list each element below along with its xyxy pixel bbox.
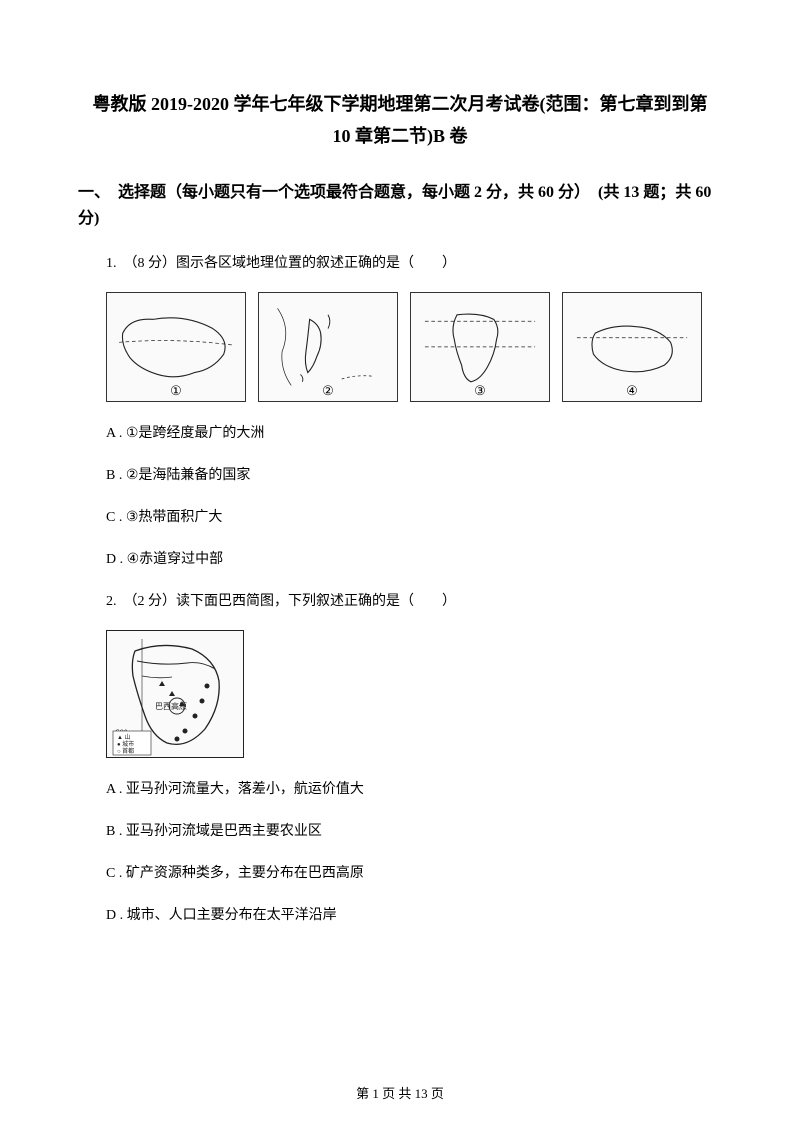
svg-text:巴西高原: 巴西高原 [155,701,187,711]
exam-title: 粤教版 2019-2020 学年七年级下学期地理第二次月考试卷(范围：第七章到到… [78,88,722,152]
svg-text:○ 首都: ○ 首都 [117,747,134,755]
q1-option-b: B . ②是海陆兼备的国家 [106,464,722,488]
map-australia: ④ [562,292,702,402]
q2-stem: 2. （2 分）读下面巴西简图，下列叙述正确的是（ ） [106,590,722,614]
map-asia: ① [106,292,246,402]
map-label-4: ④ [626,383,638,399]
q2-option-b: B . 亚马孙河流域是巴西主要农业区 [106,820,722,844]
page-footer: 第 1 页 共 13 页 [0,1083,800,1102]
section-header: 一、 选择题（每小题只有一个选项最符合题意，每小题 2 分，共 60 分） (共… [78,180,722,232]
q2-option-a: A . 亚马孙河流量大，落差小，航运价值大 [106,778,722,802]
q1-option-d: D . ④赤道穿过中部 [106,548,722,572]
brazil-map: 巴西高原 60° ▲ 山 ● 城市 ○ 首都 [106,630,244,758]
map-label-1: ① [170,383,182,399]
map-label-3: ③ [474,383,486,399]
svg-text:● 城市: ● 城市 [117,740,134,748]
title-line-2: 10 章第二节)B 卷 [78,120,722,152]
map-africa: ③ [410,292,550,402]
map-japan: ② [258,292,398,402]
q2-option-c: C . 矿产资源种类多，主要分布在巴西高原 [106,862,722,886]
q1-stem: 1. （8 分）图示各区域地理位置的叙述正确的是（ ） [106,252,722,276]
q1-option-a: A . ①是跨经度最广的大洲 [106,422,722,446]
svg-text:▲ 山: ▲ 山 [117,733,130,741]
title-line-1: 粤教版 2019-2020 学年七年级下学期地理第二次月考试卷(范围：第七章到到… [78,88,722,120]
map-label-2: ② [322,383,334,399]
q1-maps: ① ② ③ ④ [106,292,722,402]
q2-option-d: D . 城市、人口主要分布在太平洋沿岸 [106,904,722,928]
q1-option-c: C . ③热带面积广大 [106,506,722,530]
